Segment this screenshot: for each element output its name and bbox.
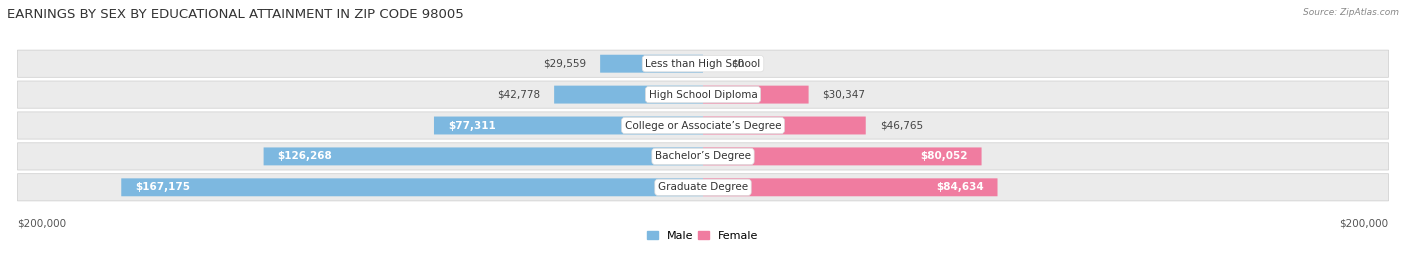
Legend: Male, Female: Male, Female xyxy=(643,226,763,245)
FancyBboxPatch shape xyxy=(17,174,1389,201)
Text: High School Diploma: High School Diploma xyxy=(648,90,758,100)
FancyBboxPatch shape xyxy=(17,143,1389,170)
Text: Bachelor’s Degree: Bachelor’s Degree xyxy=(655,151,751,161)
FancyBboxPatch shape xyxy=(17,112,1389,139)
FancyBboxPatch shape xyxy=(554,86,703,103)
Text: $46,765: $46,765 xyxy=(880,121,922,131)
FancyBboxPatch shape xyxy=(121,178,703,196)
Text: $42,778: $42,778 xyxy=(498,90,540,100)
Text: Graduate Degree: Graduate Degree xyxy=(658,182,748,192)
FancyBboxPatch shape xyxy=(600,55,703,73)
FancyBboxPatch shape xyxy=(17,50,1389,77)
Text: College or Associate’s Degree: College or Associate’s Degree xyxy=(624,121,782,131)
FancyBboxPatch shape xyxy=(703,178,997,196)
Text: $200,000: $200,000 xyxy=(17,219,66,229)
FancyBboxPatch shape xyxy=(703,117,866,135)
Text: Less than High School: Less than High School xyxy=(645,59,761,69)
Text: Source: ZipAtlas.com: Source: ZipAtlas.com xyxy=(1303,8,1399,17)
Text: $126,268: $126,268 xyxy=(277,151,332,161)
Text: $0: $0 xyxy=(731,59,744,69)
Text: $200,000: $200,000 xyxy=(1340,219,1389,229)
Text: $77,311: $77,311 xyxy=(449,121,496,131)
Text: EARNINGS BY SEX BY EDUCATIONAL ATTAINMENT IN ZIP CODE 98005: EARNINGS BY SEX BY EDUCATIONAL ATTAINMEN… xyxy=(7,8,464,21)
FancyBboxPatch shape xyxy=(434,117,703,135)
Text: $29,559: $29,559 xyxy=(543,59,586,69)
Text: $30,347: $30,347 xyxy=(823,90,866,100)
Text: $80,052: $80,052 xyxy=(920,151,967,161)
FancyBboxPatch shape xyxy=(703,86,808,103)
FancyBboxPatch shape xyxy=(263,147,703,165)
FancyBboxPatch shape xyxy=(703,147,981,165)
Text: $84,634: $84,634 xyxy=(936,182,984,192)
Text: $167,175: $167,175 xyxy=(135,182,190,192)
FancyBboxPatch shape xyxy=(17,81,1389,108)
